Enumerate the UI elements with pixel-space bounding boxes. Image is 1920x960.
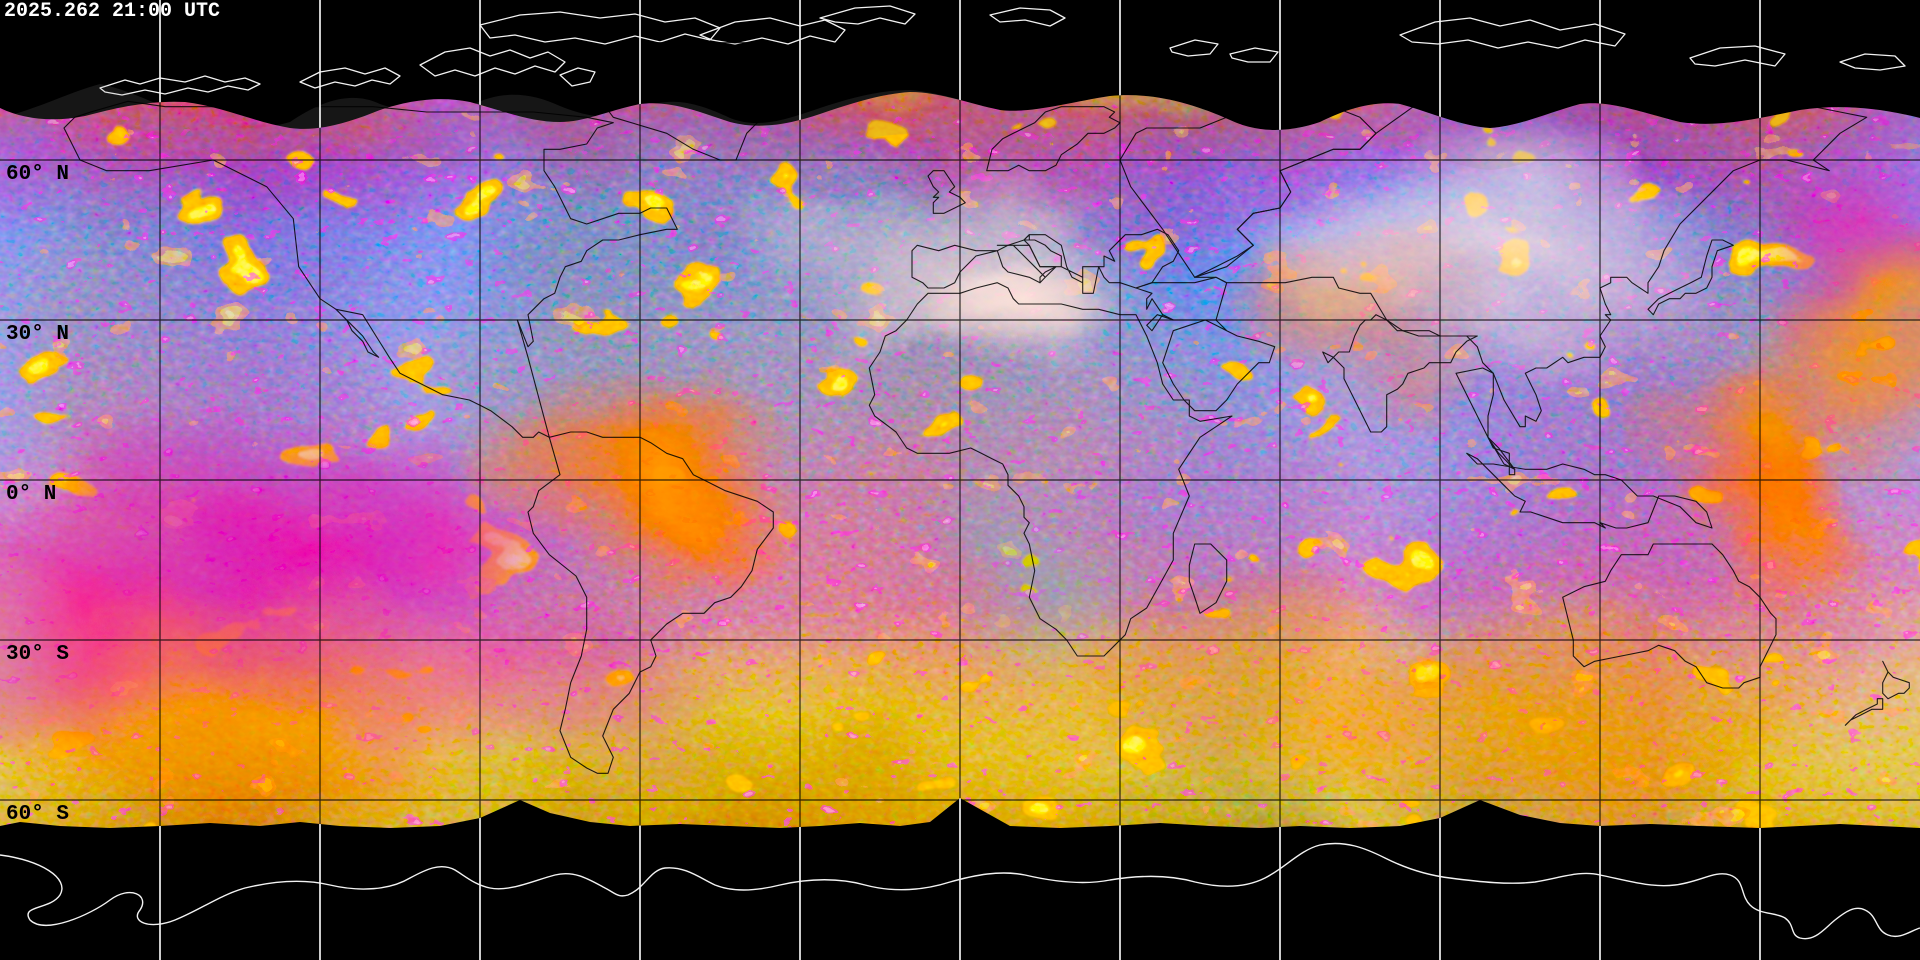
svg-text:0° N: 0° N [6,483,56,506]
svg-text:30° S: 30° S [6,643,69,666]
svg-text:2025.262 21:00 UTC: 2025.262 21:00 UTC [4,0,220,23]
svg-text:60° N: 60° N [6,163,69,186]
svg-text:60° S: 60° S [6,803,69,826]
svg-text:30° N: 30° N [6,323,69,346]
